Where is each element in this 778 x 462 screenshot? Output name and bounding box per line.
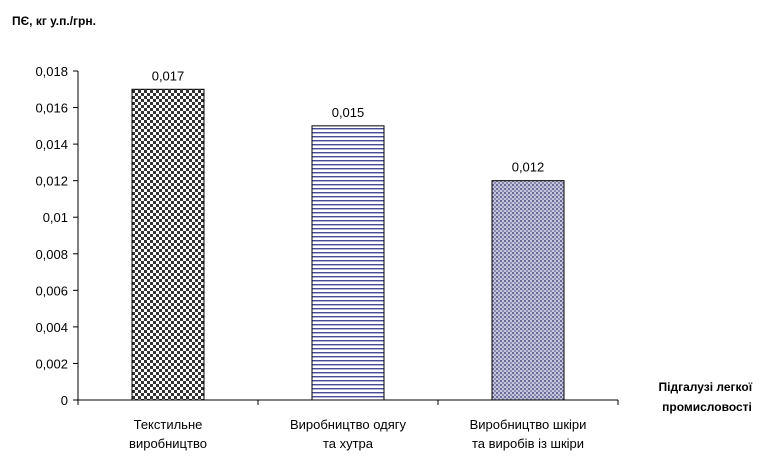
category-label: та хутра bbox=[323, 436, 374, 451]
y-tick-label: 0,004 bbox=[35, 320, 68, 335]
category-label: виробництво bbox=[129, 436, 207, 451]
data-label: 0,017 bbox=[152, 68, 185, 83]
x-axis-label-line-2: промисловості bbox=[662, 400, 752, 414]
y-tick-label: 0,014 bbox=[35, 137, 68, 152]
y-tick-label: 0,006 bbox=[35, 283, 68, 298]
x-axis-label: Підгалузі легкої промисловості bbox=[659, 380, 756, 414]
y-tick-label: 0 bbox=[61, 393, 68, 408]
category-label: Текстильне bbox=[134, 417, 203, 432]
bar bbox=[491, 180, 565, 401]
category-label: Виробництво шкіри bbox=[470, 417, 587, 432]
y-tick-label: 0,008 bbox=[35, 247, 68, 262]
y-tick-label: 0,016 bbox=[35, 101, 68, 116]
y-tick-label: 0,002 bbox=[35, 356, 68, 371]
x-axis-label-line-1: Підгалузі легкої bbox=[659, 380, 753, 394]
category-label: та виробів із шкіри bbox=[472, 436, 584, 451]
bar bbox=[131, 88, 205, 401]
x-axis: Текстильне виробництво Виробництво одягу та… bbox=[77, 399, 619, 451]
y-tick-label: 0,012 bbox=[35, 174, 68, 189]
data-labels: 0,017 0,015 0,012 bbox=[152, 68, 545, 174]
data-label: 0,012 bbox=[512, 160, 545, 175]
category-label: Виробництво одягу bbox=[290, 417, 407, 432]
y-axis-label: ПЄ, кг у.п./грн. bbox=[12, 14, 96, 28]
bars bbox=[131, 88, 565, 401]
y-axis: 0 0,002 0,004 0,006 0,008 0,01 0,012 0,014 0,016… bbox=[35, 64, 79, 408]
data-label: 0,015 bbox=[332, 105, 365, 120]
bar bbox=[311, 125, 385, 401]
y-tick-label: 0,018 bbox=[35, 64, 68, 79]
y-tick-label: 0,01 bbox=[43, 210, 68, 225]
